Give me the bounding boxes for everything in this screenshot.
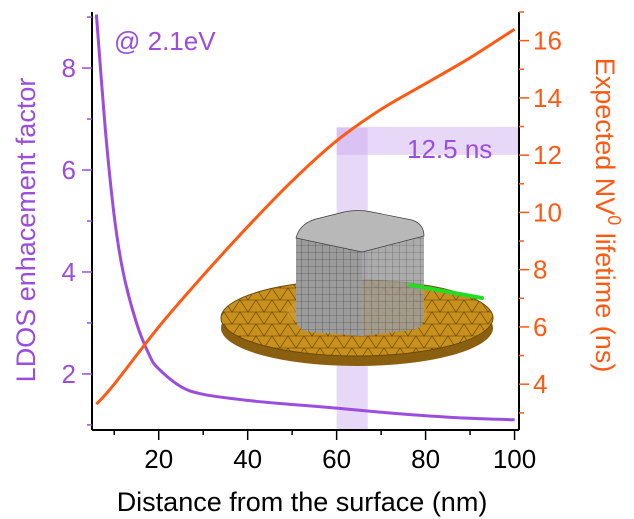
- right-axis-title-prefix: Expected NV: [590, 58, 620, 216]
- right-tick-label: 14: [533, 83, 562, 113]
- cube-top-face: [295, 210, 425, 253]
- left-axis-ticks: 2 4 6 8: [62, 16, 92, 426]
- nv-center-marker: [408, 283, 484, 300]
- right-axis-title-superscript: 0: [604, 215, 624, 225]
- x-tick-label: 80: [411, 444, 440, 474]
- cube-right-face: [362, 236, 424, 336]
- x-tick-label: 20: [144, 444, 173, 474]
- left-tick-label: 4: [62, 257, 76, 287]
- x-axis-title: Distance from the surface (nm): [117, 487, 488, 517]
- series-group: [94, 14, 516, 422]
- cube-left-face: [296, 238, 362, 336]
- right-tick-label: 8: [533, 255, 547, 285]
- x-tick-label: 100: [493, 444, 536, 474]
- right-tick-label: 6: [533, 312, 547, 342]
- left-tick-label: 8: [62, 53, 76, 83]
- x-axis-ticks: 20 40 60 80 100: [113, 430, 536, 474]
- x-tick-label: 40: [233, 444, 262, 474]
- series-line-lifetime: [95, 27, 516, 406]
- highlight-horizontal-band: [336, 126, 519, 155]
- left-tick-label: 6: [62, 155, 76, 185]
- highlight-value-label: 12.5 ns: [407, 134, 492, 164]
- left-axis-title: LDOS enhacement factor: [11, 78, 41, 383]
- left-tick-label: 2: [62, 359, 76, 389]
- right-tick-label: 16: [533, 26, 562, 56]
- right-tick-label: 12: [533, 140, 562, 170]
- right-axis-title: Expected NV0 lifetime (ns): [590, 58, 624, 373]
- right-axis-ticks: 4 6 8 10 12 14 16: [519, 11, 562, 414]
- energy-annotation: @ 2.1eV: [114, 26, 216, 56]
- inset-mesh-illustration: [220, 210, 494, 366]
- right-axis-title-suffix: lifetime (ns): [590, 225, 620, 372]
- x-tick-label: 60: [322, 444, 351, 474]
- right-tick-label: 10: [533, 197, 562, 227]
- right-tick-label: 4: [533, 369, 547, 399]
- series-line-ldos: [94, 14, 515, 422]
